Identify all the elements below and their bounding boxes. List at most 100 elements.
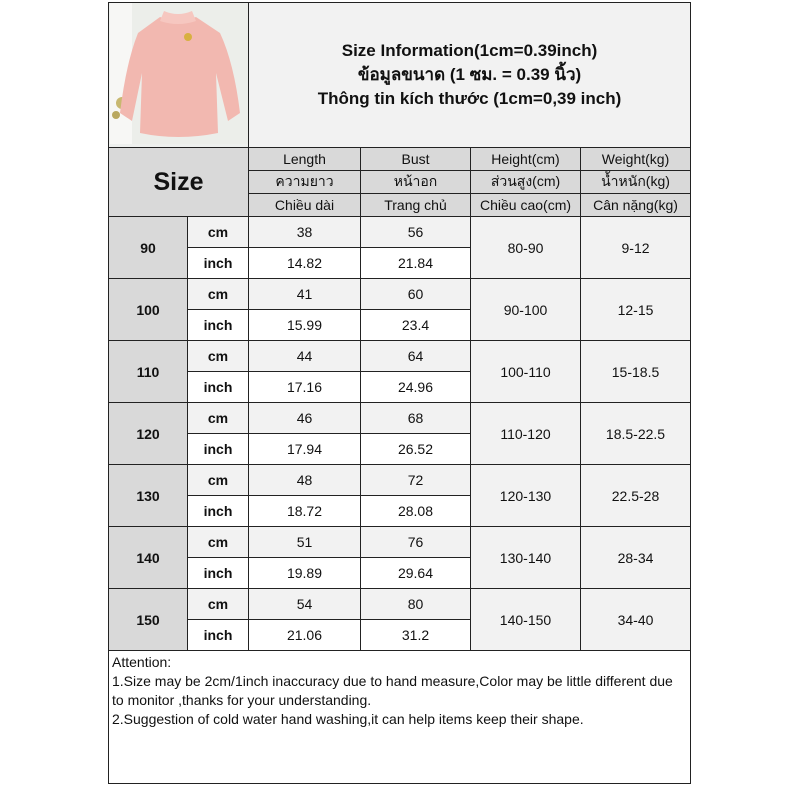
unit-cm: cm [187, 216, 249, 248]
size-value: 120 [108, 402, 188, 465]
unit-inch: inch [187, 619, 249, 651]
bust-inch: 31.2 [360, 619, 471, 651]
height-range: 80-90 [470, 216, 581, 279]
bust-cm: 76 [360, 526, 471, 558]
weight-range: 34-40 [579, 588, 692, 651]
unit-inch: inch [187, 495, 249, 527]
length-inch: 14.82 [248, 247, 361, 279]
length-cm: 46 [248, 402, 361, 434]
weight-range: 22.5-28 [579, 464, 692, 527]
table-row: inch 14.82 21.84 [109, 247, 691, 279]
length-cm: 38 [248, 216, 361, 248]
bust-cm: 80 [360, 588, 471, 620]
height-range: 110-120 [470, 402, 581, 465]
bust-inch: 29.64 [360, 557, 471, 589]
table-row: inch 18.72 28.08 [109, 495, 691, 527]
unit-inch: inch [187, 557, 249, 589]
col-height-th: ส่วนสูง(cm) [470, 170, 581, 194]
table-row: 140 cm 51 76 130-140 28-34 [108, 526, 692, 589]
bust-inch: 24.96 [360, 371, 471, 403]
size-value: 110 [108, 340, 188, 403]
size-value: 150 [108, 588, 188, 651]
col-weight-vi: Cân nặng(kg) [579, 193, 692, 217]
pink-shirt-image [109, 3, 248, 144]
height-range: 90-100 [470, 278, 581, 341]
length-cm: 51 [248, 526, 361, 558]
height-range: 120-130 [470, 464, 581, 527]
size-header: Size [108, 147, 249, 217]
unit-cm: cm [187, 464, 249, 496]
length-inch: 17.94 [248, 433, 361, 465]
size-chart: Size Information(1cm=0.39inch) ข้อมูลขนา… [107, 2, 692, 784]
size-table: Size Information(1cm=0.39inch) ข้อมูลขนา… [107, 2, 692, 784]
note-1: 1.Size may be 2cm/1inch inaccuracy due t… [112, 673, 673, 708]
table-row: inch 15.99 23.4 [109, 309, 691, 341]
col-length-th: ความยาว [248, 170, 361, 194]
length-inch: 17.16 [248, 371, 361, 403]
unit-inch: inch [187, 247, 249, 279]
col-length-en: Length [248, 147, 361, 171]
length-inch: 18.72 [248, 495, 361, 527]
unit-inch: inch [187, 371, 249, 403]
col-height-vi: Chiều cao(cm) [470, 193, 581, 217]
bust-cm: 68 [360, 402, 471, 434]
table-row: 130 cm 48 72 120-130 22.5-28 [108, 464, 692, 527]
col-bust-th: หน้าอก [360, 170, 471, 194]
unit-cm: cm [187, 340, 249, 372]
note-2: 2.Suggestion of cold water hand washing,… [112, 711, 584, 727]
weight-range: 9-12 [579, 216, 692, 279]
bust-inch: 23.4 [360, 309, 471, 341]
title-vietnamese: Thông tin kích thước (1cm=0,39 inch) [317, 89, 622, 108]
unit-cm: cm [187, 588, 249, 620]
col-height-en: Height(cm) [470, 147, 581, 171]
height-range: 100-110 [470, 340, 581, 403]
title-cell: Size Information(1cm=0.39inch) ข้อมูลขนา… [247, 2, 692, 148]
table-row: 150 cm 54 80 140-150 34-40 [108, 588, 692, 651]
length-inch: 21.06 [248, 619, 361, 651]
unit-inch: inch [187, 433, 249, 465]
bust-inch: 26.52 [360, 433, 471, 465]
col-length-vi: Chiều dài [248, 193, 361, 217]
length-cm: 48 [248, 464, 361, 496]
table-row: 120 cm 46 68 110-120 18.5-22.5 [108, 402, 692, 465]
height-range: 140-150 [470, 588, 581, 651]
length-cm: 41 [248, 278, 361, 310]
weight-range: 15-18.5 [579, 340, 692, 403]
length-inch: 15.99 [248, 309, 361, 341]
col-bust-en: Bust [360, 147, 471, 171]
table-row: inch 21.06 31.2 [109, 619, 691, 651]
col-weight-th: น้ำหนัก(kg) [579, 170, 692, 194]
notes-cell: Attention: 1.Size may be 2cm/1inch inacc… [107, 650, 692, 784]
title-english: Size Information(1cm=0.39inch) [341, 41, 598, 60]
bust-cm: 64 [360, 340, 471, 372]
bust-cm: 72 [360, 464, 471, 496]
table-row: inch 19.89 29.64 [109, 557, 691, 589]
table-row: inch 17.94 26.52 [109, 433, 691, 465]
unit-cm: cm [187, 402, 249, 434]
bust-cm: 60 [360, 278, 471, 310]
unit-cm: cm [187, 278, 249, 310]
table-row: 100 cm 41 60 90-100 12-15 [108, 278, 692, 341]
table-row: inch 17.16 24.96 [109, 371, 691, 403]
unit-cm: cm [187, 526, 249, 558]
length-inch: 19.89 [248, 557, 361, 589]
unit-inch: inch [187, 309, 249, 341]
bust-inch: 21.84 [360, 247, 471, 279]
bust-inch: 28.08 [360, 495, 471, 527]
size-value: 140 [108, 526, 188, 589]
bust-cm: 56 [360, 216, 471, 248]
size-value: 130 [108, 464, 188, 527]
product-image [108, 2, 249, 148]
table-row: 90 cm 38 56 80-90 9-12 [108, 216, 692, 279]
table-row: 110 cm 44 64 100-110 15-18.5 [108, 340, 692, 403]
notes-heading: Attention: [112, 654, 172, 670]
weight-range: 12-15 [579, 278, 692, 341]
length-cm: 54 [248, 588, 361, 620]
size-value: 100 [108, 278, 188, 341]
length-cm: 44 [248, 340, 361, 372]
size-value: 90 [108, 216, 188, 279]
weight-range: 18.5-22.5 [579, 402, 692, 465]
title-thai: ข้อมูลขนาด (1 ซม. = 0.39 นิ้ว) [357, 65, 582, 84]
weight-range: 28-34 [579, 526, 692, 589]
col-weight-en: Weight(kg) [579, 147, 692, 171]
